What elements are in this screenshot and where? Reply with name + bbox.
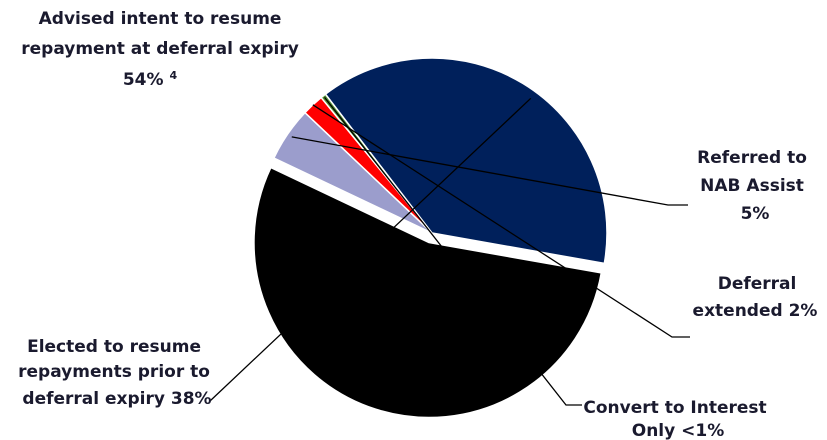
pie-slice-advised <box>253 166 603 419</box>
label-advised: Advised intent to resume repayment at de… <box>21 9 305 90</box>
label-deferral-extended: Deferral extended 2% <box>693 274 818 321</box>
label-elected: Elected to resume repayments prior to de… <box>18 337 216 409</box>
leader-nab-assist <box>291 136 688 206</box>
leader-interest-only <box>324 97 582 406</box>
leader-elected <box>209 97 532 402</box>
label-interest-only: Convert to Interest Only <1% <box>583 398 772 440</box>
leader-deferral-extended <box>312 104 690 338</box>
label-nab-assist: Referred to NAB Assist 5% <box>697 148 813 224</box>
leader-lines <box>209 97 690 406</box>
pie-slice-elected <box>324 57 608 265</box>
pie-slices <box>253 57 608 419</box>
